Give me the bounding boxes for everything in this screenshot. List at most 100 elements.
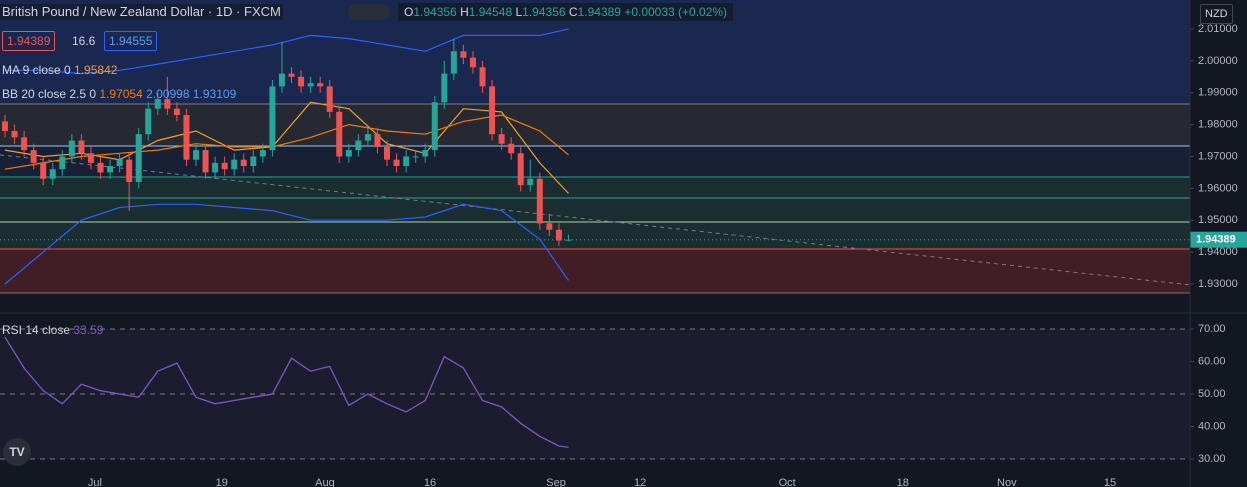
candle-body: [193, 150, 200, 160]
rsi-line: [4, 336, 569, 449]
zone: [0, 103, 1190, 146]
visibility-toggle[interactable]: [348, 4, 390, 20]
indicator-label: RSI 14 close: [2, 323, 71, 337]
candle-body: [508, 143, 515, 154]
candle-body: [288, 73, 295, 77]
x-tick-label: Sep: [546, 477, 566, 487]
indicator-value: 1.97054: [99, 87, 143, 101]
candle-body: [68, 140, 75, 157]
ohlc-label: C: [568, 5, 578, 19]
candle-body: [269, 86, 276, 151]
x-tick-label: 16: [424, 477, 436, 487]
candle-body: [11, 130, 18, 138]
indicator-value: 2.00998: [146, 87, 190, 101]
ohlc-readout: O1.94356 H1.94548 L1.94356 C1.94389 +0.0…: [398, 3, 734, 21]
candle-body: [78, 140, 85, 154]
last-price-label: 1.94389: [1196, 234, 1236, 246]
x-tick-label: Jul: [88, 477, 102, 487]
y-tick-label: 70.00: [1198, 323, 1226, 335]
candle-body: [469, 57, 476, 68]
candle-body: [364, 134, 371, 141]
candle-body: [107, 166, 114, 173]
candle-body: [374, 134, 381, 147]
candle-body: [546, 223, 553, 230]
y-tick-label: 1.93000: [1198, 278, 1238, 290]
y-tick-label: 60.00: [1198, 355, 1226, 367]
candle-body: [498, 134, 505, 144]
change: +0.00033 (+0.02%): [624, 5, 728, 19]
indicator-value: 1.93109: [192, 87, 237, 101]
zone: [0, 145, 1190, 177]
candle-body: [2, 121, 9, 131]
y-tick-label: 2.00000: [1198, 55, 1238, 67]
candle-body: [173, 108, 180, 116]
candle-body: [412, 156, 419, 158]
y-tick-label: 1.95000: [1198, 214, 1238, 226]
candle-body: [126, 159, 133, 182]
chart-title: British Pound / New Zealand Dollar · 1D …: [0, 4, 283, 20]
sell-price[interactable]: 1.94389: [2, 31, 56, 51]
x-tick-label: Oct: [779, 477, 796, 487]
candle-body: [489, 86, 496, 135]
ohlc-value: 1.94389: [577, 5, 621, 19]
candle-body: [135, 134, 142, 182]
y-tick-label: 30.00: [1198, 453, 1226, 465]
indicator-label: MA 9 close 0: [2, 63, 71, 77]
indicator-legend: BB 20 close 2.5 0 1.97054 2.00998 1.9310…: [2, 86, 236, 102]
spread: 16.6: [72, 34, 96, 48]
x-tick-label: 12: [634, 477, 646, 487]
price-pane: 1.93000 1.94000 1.95000 1.96000 1.97000 1.980…: [0, 0, 1247, 294]
rsi-pane: 30.00 40.00 50.00 60.00 70.00 Jul 19 Aug 16 Sep 12…: [0, 323, 1226, 487]
x-tick-label: Nov: [997, 477, 1017, 487]
candle-body: [403, 156, 410, 167]
candle-body: [59, 156, 66, 170]
candle-body: [517, 153, 524, 186]
candle-body: [40, 162, 47, 179]
ohlc-label: O: [404, 5, 414, 19]
candle-body: [49, 169, 56, 179]
currency-selector[interactable]: NZD: [1200, 4, 1233, 24]
x-tick-label: 18: [897, 477, 909, 487]
candle-body: [21, 137, 28, 151]
candle-body: [441, 73, 448, 103]
candle-body: [307, 83, 314, 87]
candle-body: [431, 102, 438, 151]
candle-body: [298, 76, 305, 87]
candle-body: [536, 178, 543, 224]
candle-body: [460, 51, 467, 58]
candle-body: [450, 51, 457, 74]
y-tick-label: 2.01000: [1198, 23, 1238, 35]
candle-body: [97, 162, 104, 173]
candle-body: [183, 115, 190, 160]
y-tick-label: 1.97000: [1198, 150, 1238, 162]
last-price-tag: [1190, 231, 1247, 248]
indicator-value: 1.95842: [74, 63, 118, 77]
candle-body: [250, 156, 257, 167]
candle-body: [355, 140, 362, 151]
ohlc-label: H: [460, 5, 469, 19]
zone: [0, 248, 1190, 293]
candle-body: [212, 162, 219, 173]
indicator-line: [4, 114, 569, 170]
indicator-legend: MA 9 close 0 1.95842: [2, 62, 117, 78]
candle-body: [145, 108, 152, 135]
y-tick-label: 1.99000: [1198, 87, 1238, 99]
y-tick-label: 50.00: [1198, 388, 1226, 400]
candle-body: [30, 150, 37, 163]
y-tick-label: 1.96000: [1198, 182, 1238, 194]
candle-body: [527, 178, 534, 186]
candle-body: [422, 150, 429, 157]
buy-price[interactable]: 1.94555: [104, 31, 158, 51]
candle-body: [231, 159, 238, 170]
y-tick-label: 1.98000: [1198, 119, 1238, 131]
candle-body: [278, 73, 285, 87]
candle-body: [87, 153, 94, 163]
candle-body: [116, 159, 123, 167]
x-tick-label: Aug: [315, 477, 335, 487]
candle-body: [555, 229, 562, 241]
indicator-value: 33.59: [73, 323, 104, 337]
zone: [0, 176, 1190, 249]
candle-body: [164, 99, 171, 109]
